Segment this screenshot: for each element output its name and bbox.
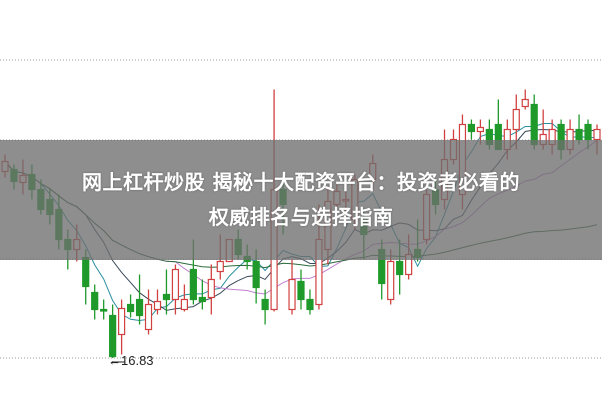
candle-body [467, 123, 476, 133]
candle-body [198, 296, 206, 303]
candle-body [189, 268, 197, 301]
candle-body [144, 303, 153, 331]
candle-body [521, 98, 529, 108]
candle-body [396, 260, 404, 276]
candle-body [109, 314, 117, 358]
title-line-2: 权威排名与选择指南 [208, 205, 394, 229]
title-line-1: 网上杠杆炒股 揭秘十大配资平台：投资者必看的 [82, 170, 520, 194]
candle-body [216, 260, 224, 273]
candle-body [476, 126, 484, 133]
candle-body [575, 128, 583, 141]
low-price-annotation: ←16.83 [108, 353, 154, 368]
candle-body [261, 298, 269, 311]
title-overlay: 网上杠杆炒股 揭秘十大配资平台：投资者必看的 权威排名与选择指南 [0, 140, 602, 260]
candle-body [306, 298, 314, 311]
candle-body [207, 278, 215, 299]
candle-body [100, 308, 108, 312]
candle-body [162, 293, 171, 301]
candle-body [82, 256, 90, 288]
candle-body [171, 268, 180, 301]
candle-body [153, 300, 162, 311]
candle-body [593, 128, 601, 141]
candle-body [512, 108, 520, 131]
candle-body [387, 260, 395, 301]
candle-body [91, 291, 99, 311]
candle-body [584, 123, 592, 141]
candle-body [180, 298, 188, 311]
candle-body [297, 280, 305, 301]
candle-body [288, 278, 296, 311]
candle-body [135, 298, 144, 317]
candle-body [126, 303, 135, 313]
candle-body [118, 307, 126, 336]
candle-body [252, 260, 260, 289]
candle-body [530, 103, 538, 146]
